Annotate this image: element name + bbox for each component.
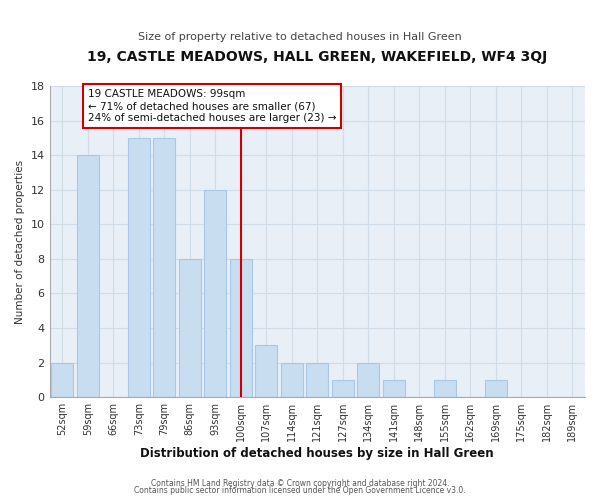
Text: 19 CASTLE MEADOWS: 99sqm
← 71% of detached houses are smaller (67)
24% of semi-d: 19 CASTLE MEADOWS: 99sqm ← 71% of detach…: [88, 90, 336, 122]
Text: Contains public sector information licensed under the Open Government Licence v3: Contains public sector information licen…: [134, 486, 466, 495]
Bar: [307, 362, 328, 397]
Bar: [154, 138, 175, 397]
Y-axis label: Number of detached properties: Number of detached properties: [15, 160, 25, 324]
Bar: [128, 138, 149, 397]
Bar: [230, 259, 251, 397]
Bar: [332, 380, 353, 397]
Text: Contains HM Land Registry data © Crown copyright and database right 2024.: Contains HM Land Registry data © Crown c…: [151, 478, 449, 488]
Bar: [205, 190, 226, 397]
Bar: [434, 380, 455, 397]
Bar: [256, 346, 277, 397]
Bar: [52, 362, 73, 397]
Bar: [281, 362, 302, 397]
Bar: [179, 259, 200, 397]
Text: Size of property relative to detached houses in Hall Green: Size of property relative to detached ho…: [138, 32, 462, 42]
Bar: [77, 155, 98, 397]
Bar: [485, 380, 506, 397]
Bar: [383, 380, 404, 397]
X-axis label: Distribution of detached houses by size in Hall Green: Distribution of detached houses by size …: [140, 447, 494, 460]
Title: 19, CASTLE MEADOWS, HALL GREEN, WAKEFIELD, WF4 3QJ: 19, CASTLE MEADOWS, HALL GREEN, WAKEFIEL…: [87, 50, 547, 64]
Bar: [358, 362, 379, 397]
